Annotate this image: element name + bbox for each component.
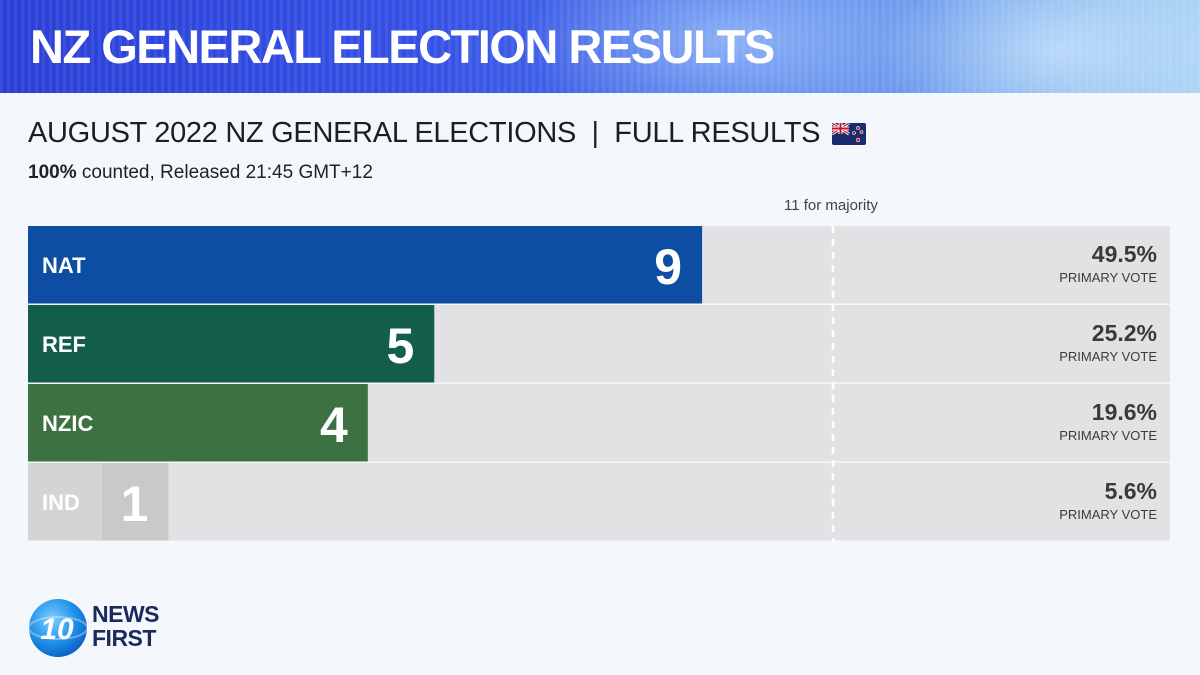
party-label: REF xyxy=(42,332,86,357)
party-label-box xyxy=(28,226,102,304)
logo-line-1: NEWS xyxy=(92,601,160,627)
primary-vote-label: PRIMARY VOTE xyxy=(1059,428,1157,443)
primary-vote-value: 49.5% xyxy=(1092,241,1157,267)
party-label-box xyxy=(28,305,102,383)
bar xyxy=(102,226,703,304)
party-label: IND xyxy=(42,490,80,515)
primary-vote-value: 19.6% xyxy=(1092,399,1157,425)
banner-glow xyxy=(520,0,940,93)
page-title: NZ GENERAL ELECTION RESULTS xyxy=(30,20,775,73)
primary-vote-label: PRIMARY VOTE xyxy=(1059,507,1157,522)
primary-vote-label: PRIMARY VOTE xyxy=(1059,349,1157,364)
seat-value: 4 xyxy=(320,397,348,453)
party-label-box xyxy=(28,384,102,462)
primary-vote-label: PRIMARY VOTE xyxy=(1059,270,1157,285)
party-label: NAT xyxy=(42,253,86,278)
header-banner: NZ GENERAL ELECTION RESULTS xyxy=(0,0,1200,93)
subtitle-text: AUGUST 2022 NZ GENERAL ELECTIONS | FULL … xyxy=(28,117,821,149)
logo-badge: 10 xyxy=(40,613,74,646)
bar-track xyxy=(28,463,1170,541)
seat-bar-chart: NAT 9 49.5% PRIMARY VOTE REF 5 25.2% PRIMARY VO… xyxy=(28,226,1170,542)
seat-value: 5 xyxy=(386,318,414,374)
banner-glow xyxy=(880,0,1200,93)
nz-flag-icon xyxy=(831,123,866,145)
logo-wordmark: NEWS FIRST xyxy=(92,601,160,651)
majority-label: 11 for majority xyxy=(784,197,878,214)
seat-value: 1 xyxy=(121,476,149,532)
party-label: NZIC xyxy=(42,411,93,436)
count-status: 100% counted, Released 21:45 GMT+12 xyxy=(28,160,373,186)
news-logo-icon: 10 xyxy=(28,599,88,657)
primary-vote-value: 25.2% xyxy=(1092,320,1157,346)
primary-vote-value: 5.6% xyxy=(1105,478,1157,504)
chart-subtitle: AUGUST 2022 NZ GENERAL ELECTIONS | FULL … xyxy=(28,113,866,153)
release-time: counted, Released 21:45 GMT+12 xyxy=(76,162,373,183)
bar xyxy=(102,463,169,541)
counted-percent: 100% xyxy=(28,162,77,183)
bar xyxy=(102,305,435,383)
logo-line-2: FIRST xyxy=(92,625,156,651)
bar xyxy=(102,384,368,462)
party-label-box xyxy=(28,463,102,541)
seat-value: 9 xyxy=(654,239,682,295)
